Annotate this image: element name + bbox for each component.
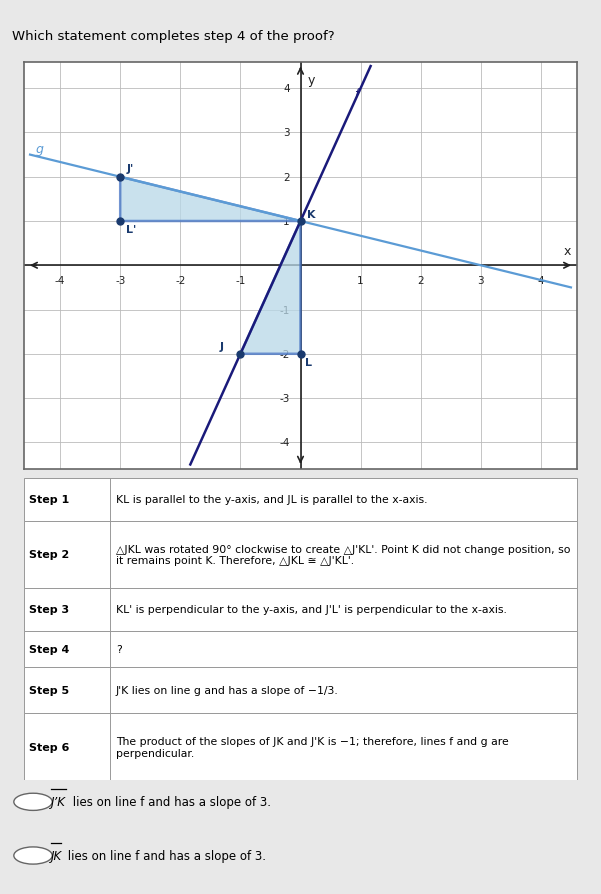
Text: -4: -4	[279, 438, 290, 448]
Text: -2: -2	[175, 275, 186, 286]
Text: 2: 2	[417, 275, 424, 286]
Text: 1: 1	[283, 216, 290, 227]
Circle shape	[14, 847, 52, 864]
Text: 1: 1	[357, 275, 364, 286]
Text: f: f	[355, 88, 359, 101]
Text: 3: 3	[283, 129, 290, 139]
Text: △JKL was rotated 90° clockwise to create △J'KL'. Point K did not change position: △JKL was rotated 90° clockwise to create…	[116, 544, 570, 566]
Text: g: g	[36, 143, 44, 156]
Bar	[24, 631, 577, 667]
Bar	[24, 588, 577, 631]
Text: K: K	[307, 209, 315, 219]
Circle shape	[14, 793, 52, 811]
Text: y: y	[308, 73, 315, 87]
Text: -2: -2	[279, 350, 290, 359]
Text: L: L	[305, 358, 313, 367]
Polygon shape	[120, 178, 300, 222]
Text: JK: JK	[51, 849, 63, 862]
Bar	[24, 478, 577, 521]
Text: J': J'	[126, 164, 133, 174]
Text: -3: -3	[279, 393, 290, 403]
Text: lies on line f and has a slope of 3.: lies on line f and has a slope of 3.	[64, 849, 266, 862]
Text: lies on line f and has a slope of 3.: lies on line f and has a slope of 3.	[69, 796, 271, 808]
Text: 2: 2	[283, 173, 290, 182]
Text: Step 5: Step 5	[29, 685, 69, 696]
Text: 4: 4	[537, 275, 545, 286]
Text: ?: ?	[116, 644, 121, 654]
Text: Step 6: Step 6	[29, 742, 69, 752]
Text: The product of the slopes of JK and J'K is −1; therefore, lines f and g are
perp: The product of the slopes of JK and J'K …	[116, 736, 508, 758]
Text: J'K lies on line g and has a slope of −1/3.: J'K lies on line g and has a slope of −1…	[116, 685, 338, 696]
Text: -1: -1	[235, 275, 246, 286]
Text: KL is parallel to the y-axis, and JL is parallel to the x-axis.: KL is parallel to the y-axis, and JL is …	[116, 494, 427, 505]
Text: 4: 4	[283, 84, 290, 94]
Text: J: J	[219, 342, 224, 352]
Text: 3: 3	[477, 275, 484, 286]
Bar	[24, 713, 577, 780]
Text: Step 3: Step 3	[29, 604, 69, 615]
Text: J’K: J’K	[51, 796, 66, 808]
Text: Step 1: Step 1	[29, 494, 69, 505]
Text: -3: -3	[115, 275, 126, 286]
Text: L': L'	[126, 224, 136, 235]
Text: Which statement completes step 4 of the proof?: Which statement completes step 4 of the …	[12, 30, 335, 43]
Text: Step 2: Step 2	[29, 550, 69, 560]
Bar	[24, 667, 577, 713]
Bar	[24, 521, 577, 588]
Text: -1: -1	[279, 305, 290, 316]
Polygon shape	[240, 222, 300, 354]
Text: KL' is perpendicular to the y-axis, and J'L' is perpendicular to the x-axis.: KL' is perpendicular to the y-axis, and …	[116, 604, 507, 615]
Text: -4: -4	[55, 275, 66, 286]
Text: x: x	[564, 245, 571, 258]
Text: Step 4: Step 4	[29, 644, 69, 654]
